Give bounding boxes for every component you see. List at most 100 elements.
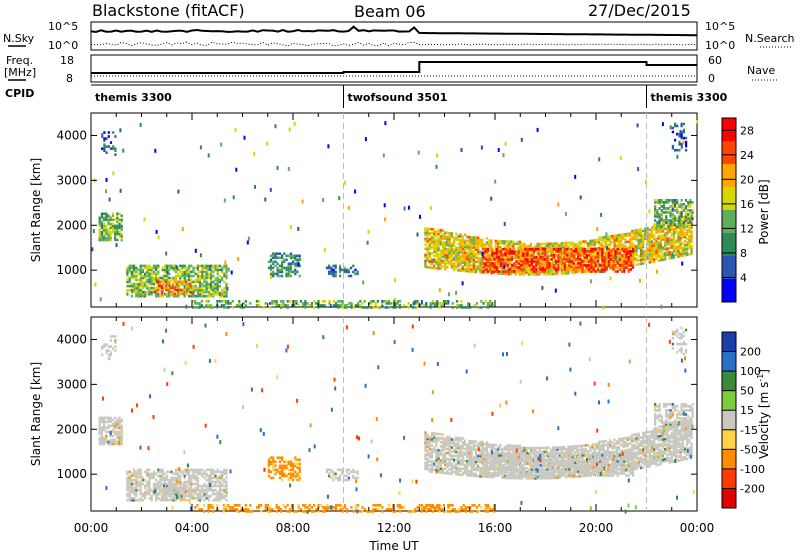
range-cell: [536, 254, 539, 258]
range-cell: [437, 259, 440, 262]
range-cell: [174, 496, 177, 500]
range-cell: [517, 256, 520, 259]
range-cell: [154, 486, 157, 490]
range-cell: [424, 455, 427, 459]
range-cell: [133, 498, 136, 502]
range-cell: [684, 223, 688, 226]
range-cell: [681, 246, 684, 249]
range-cell: [135, 276, 138, 280]
range-cell: [141, 286, 144, 290]
range-cell: [289, 472, 292, 476]
range-cell: [424, 233, 427, 236]
range-cell: [98, 238, 101, 242]
range-cell: [185, 290, 188, 294]
range-cell: [428, 231, 431, 235]
range-cell: [203, 488, 206, 492]
range-cell: [442, 302, 445, 305]
range-cell: [133, 284, 136, 288]
range-cell: [294, 464, 297, 468]
range-cell: [441, 251, 445, 254]
range-cell: [381, 300, 384, 303]
range-cell: [302, 302, 305, 305]
range-cell: [289, 464, 292, 468]
range-cell: [499, 270, 502, 273]
range-cell: [317, 504, 320, 507]
range-cell: [526, 247, 529, 251]
range-cell: [479, 267, 482, 270]
range-cell: [479, 258, 482, 262]
range-cell: [111, 430, 114, 434]
range-cell: [436, 300, 439, 303]
range-cell: [291, 304, 294, 307]
range-cell: [199, 278, 202, 282]
range-cell: [105, 416, 108, 420]
range-cell: [632, 260, 635, 263]
range-cell: [150, 268, 153, 272]
range-cell: [182, 490, 185, 494]
range-cell: [347, 270, 350, 274]
range-cell: [350, 470, 353, 474]
range-cell: [518, 240, 522, 244]
range-cell: [118, 218, 121, 222]
range-cell: [678, 213, 681, 216]
range-cell: [485, 241, 489, 244]
range-cell: [621, 254, 624, 257]
range-cell: [364, 137, 367, 142]
range-cell: [602, 238, 605, 241]
range-cell: [616, 262, 619, 265]
range-cell: [155, 278, 158, 282]
range-cell: [188, 264, 191, 268]
range-cell: [506, 270, 509, 273]
range-cell: [491, 508, 494, 511]
range-cell: [671, 217, 674, 220]
range-cell: [163, 478, 166, 482]
range-cell: [298, 274, 301, 278]
range-cell: [426, 439, 429, 443]
range-cell: [457, 238, 460, 242]
range-cell: [444, 263, 447, 267]
range-cell: [486, 302, 489, 305]
range-cell: [441, 449, 445, 452]
range-cell: [686, 247, 689, 250]
range-cell: [468, 270, 471, 273]
range-cell: [606, 239, 610, 243]
range-cell: [120, 238, 123, 242]
range-cell: [517, 252, 520, 255]
range-cell: [120, 226, 123, 230]
range-cell: [157, 484, 160, 488]
range-cell: [459, 247, 462, 250]
range-cell: [394, 278, 397, 283]
range-cell: [670, 240, 673, 244]
range-cell: [675, 239, 678, 243]
range-cell: [664, 243, 667, 247]
range-cell: [660, 215, 663, 218]
range-cell: [308, 504, 311, 507]
range-cell: [488, 259, 491, 263]
range-cell: [192, 496, 195, 500]
range-cell: [658, 215, 661, 218]
range-cell: [475, 506, 478, 509]
range-cell: [218, 264, 221, 268]
range-cell: [677, 251, 680, 254]
range-cell: [609, 247, 612, 250]
range-cell: [234, 128, 237, 133]
range-cell: [210, 278, 213, 282]
range-cell: [105, 434, 108, 438]
range-cell: [488, 265, 491, 269]
range-cell: [430, 436, 434, 439]
range-cell: [205, 492, 208, 496]
range-cell: [114, 424, 117, 428]
noise-panel: 10^5 10^0 10^5 10^0: [48, 20, 735, 52]
range-cell: [592, 256, 595, 259]
range-cell: [296, 254, 299, 258]
range-cell: [668, 253, 671, 256]
range-cell: [439, 237, 442, 240]
range-cell: [128, 270, 131, 274]
range-cell: [646, 239, 649, 242]
range-cell: [420, 506, 423, 509]
range-cell: [218, 291, 221, 296]
range-cell: [144, 294, 147, 298]
range-cell: [688, 224, 691, 228]
range-cell: [671, 205, 674, 208]
range-cell: [490, 239, 493, 242]
